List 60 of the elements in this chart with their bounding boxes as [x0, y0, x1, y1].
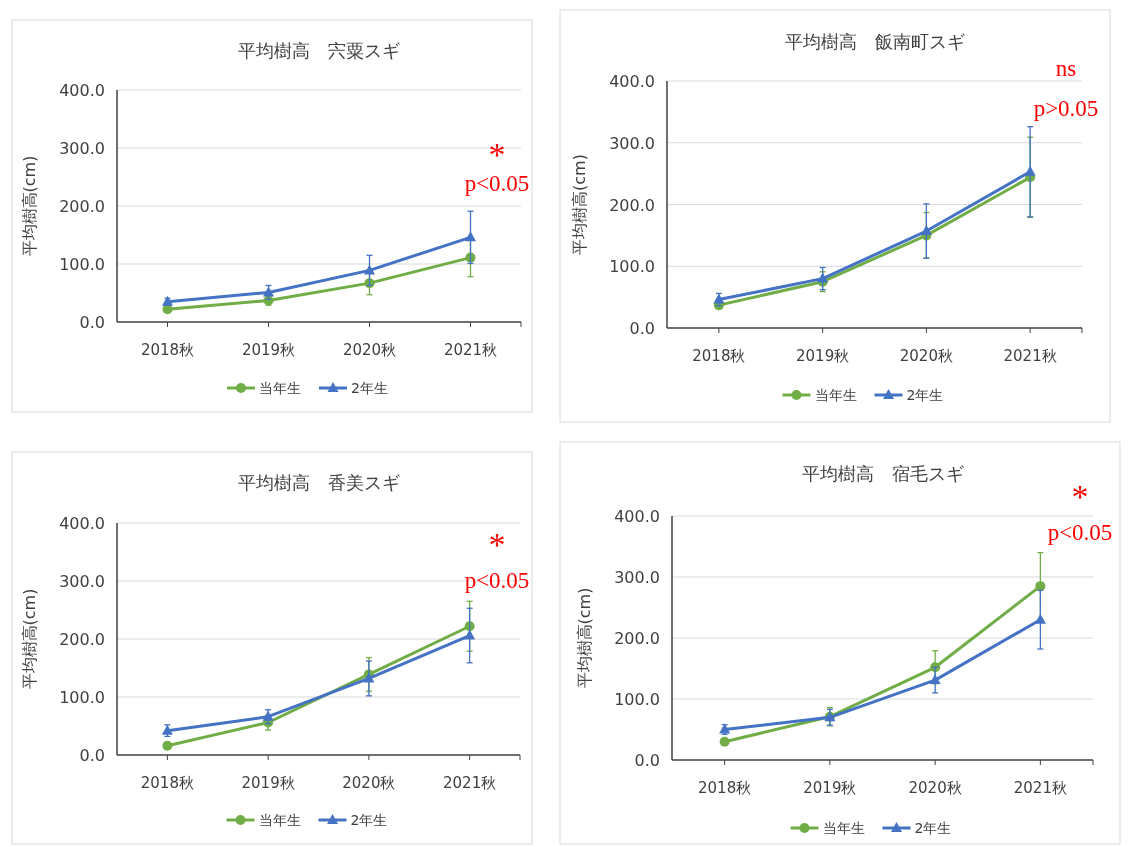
legend-label: 当年生	[259, 380, 301, 396]
y-tick-label: 100.0	[59, 255, 105, 274]
y-tick-label: 300.0	[609, 133, 655, 153]
x-tick-label: 2019秋	[241, 774, 295, 792]
y-axis-title: 平均樹高(cm)	[20, 155, 39, 257]
y-tick-label: 0.0	[79, 746, 105, 765]
legend-label: 当年生	[814, 387, 857, 403]
legend-label: 当年生	[258, 812, 301, 828]
legend-label: 2年生	[914, 820, 952, 836]
y-tick-label: 0.0	[634, 751, 660, 770]
y-tick-label: 400.0	[609, 72, 655, 91]
y-tick-label: 200.0	[609, 195, 655, 215]
x-tick-label: 2020秋	[899, 347, 953, 365]
y-tick-label: 400.0	[614, 507, 660, 526]
y-tick-label: 100.0	[609, 257, 655, 277]
chart-title: 平均樹高 宿毛スギ	[801, 463, 964, 484]
y-tick-label: 300.0	[614, 568, 660, 587]
annotation: *	[488, 136, 506, 173]
y-tick-label: 100.0	[614, 690, 660, 709]
annotation: p<0.05	[464, 171, 530, 196]
x-tick-label: 2020秋	[908, 779, 962, 797]
x-tick-label: 2020秋	[342, 341, 397, 359]
legend-label: 2年生	[351, 380, 388, 396]
y-tick-label: 400.0	[59, 81, 105, 100]
x-tick-label: 2018秋	[140, 774, 194, 792]
x-tick-label: 2018秋	[698, 779, 752, 797]
x-tick-label: 2019秋	[241, 341, 296, 359]
annotation: p<0.05	[1047, 520, 1113, 545]
legend-label: 2年生	[350, 812, 388, 828]
x-tick-label: 2021秋	[1003, 347, 1057, 365]
y-tick-label: 400.0	[59, 514, 105, 533]
y-tick-label: 200.0	[59, 197, 105, 216]
y-tick-label: 100.0	[59, 688, 105, 707]
x-tick-label: 2018秋	[692, 347, 746, 365]
y-tick-label: 300.0	[59, 572, 105, 591]
y-axis-title: 平均樹高(cm)	[20, 588, 39, 690]
y-tick-label: 200.0	[614, 629, 660, 648]
x-tick-label: 2020秋	[342, 774, 396, 792]
y-tick-label: 0.0	[629, 319, 655, 338]
x-tick-label: 2021秋	[443, 774, 497, 792]
y-axis-title: 平均樹高(cm)	[570, 154, 589, 255]
y-axis-title: 平均樹高(cm)	[575, 587, 594, 689]
annotation: *	[488, 526, 506, 563]
legend-label: 当年生	[822, 820, 865, 836]
legend-label: 2年生	[906, 387, 944, 403]
y-tick-label: 300.0	[59, 139, 105, 158]
x-tick-label: 2021秋	[1013, 779, 1067, 797]
x-tick-label: 2018秋	[140, 341, 195, 359]
text: *	[1071, 478, 1089, 515]
y-tick-label: 200.0	[59, 630, 105, 649]
annotation: p>0.05	[1033, 96, 1099, 121]
chart-title: 平均樹高 宍粟スギ	[238, 40, 400, 61]
annotation: p<0.05	[464, 568, 530, 593]
x-tick-label: 2019秋	[803, 779, 857, 797]
chart-title: 平均樹高 飯南町スギ	[784, 31, 965, 52]
y-tick-label: 0.0	[79, 313, 105, 332]
chart-title: 平均樹高 香美スギ	[237, 472, 400, 493]
x-tick-label: 2021秋	[443, 341, 498, 359]
annotation: ns	[1055, 56, 1077, 81]
x-tick-label: 2019秋	[796, 347, 850, 365]
